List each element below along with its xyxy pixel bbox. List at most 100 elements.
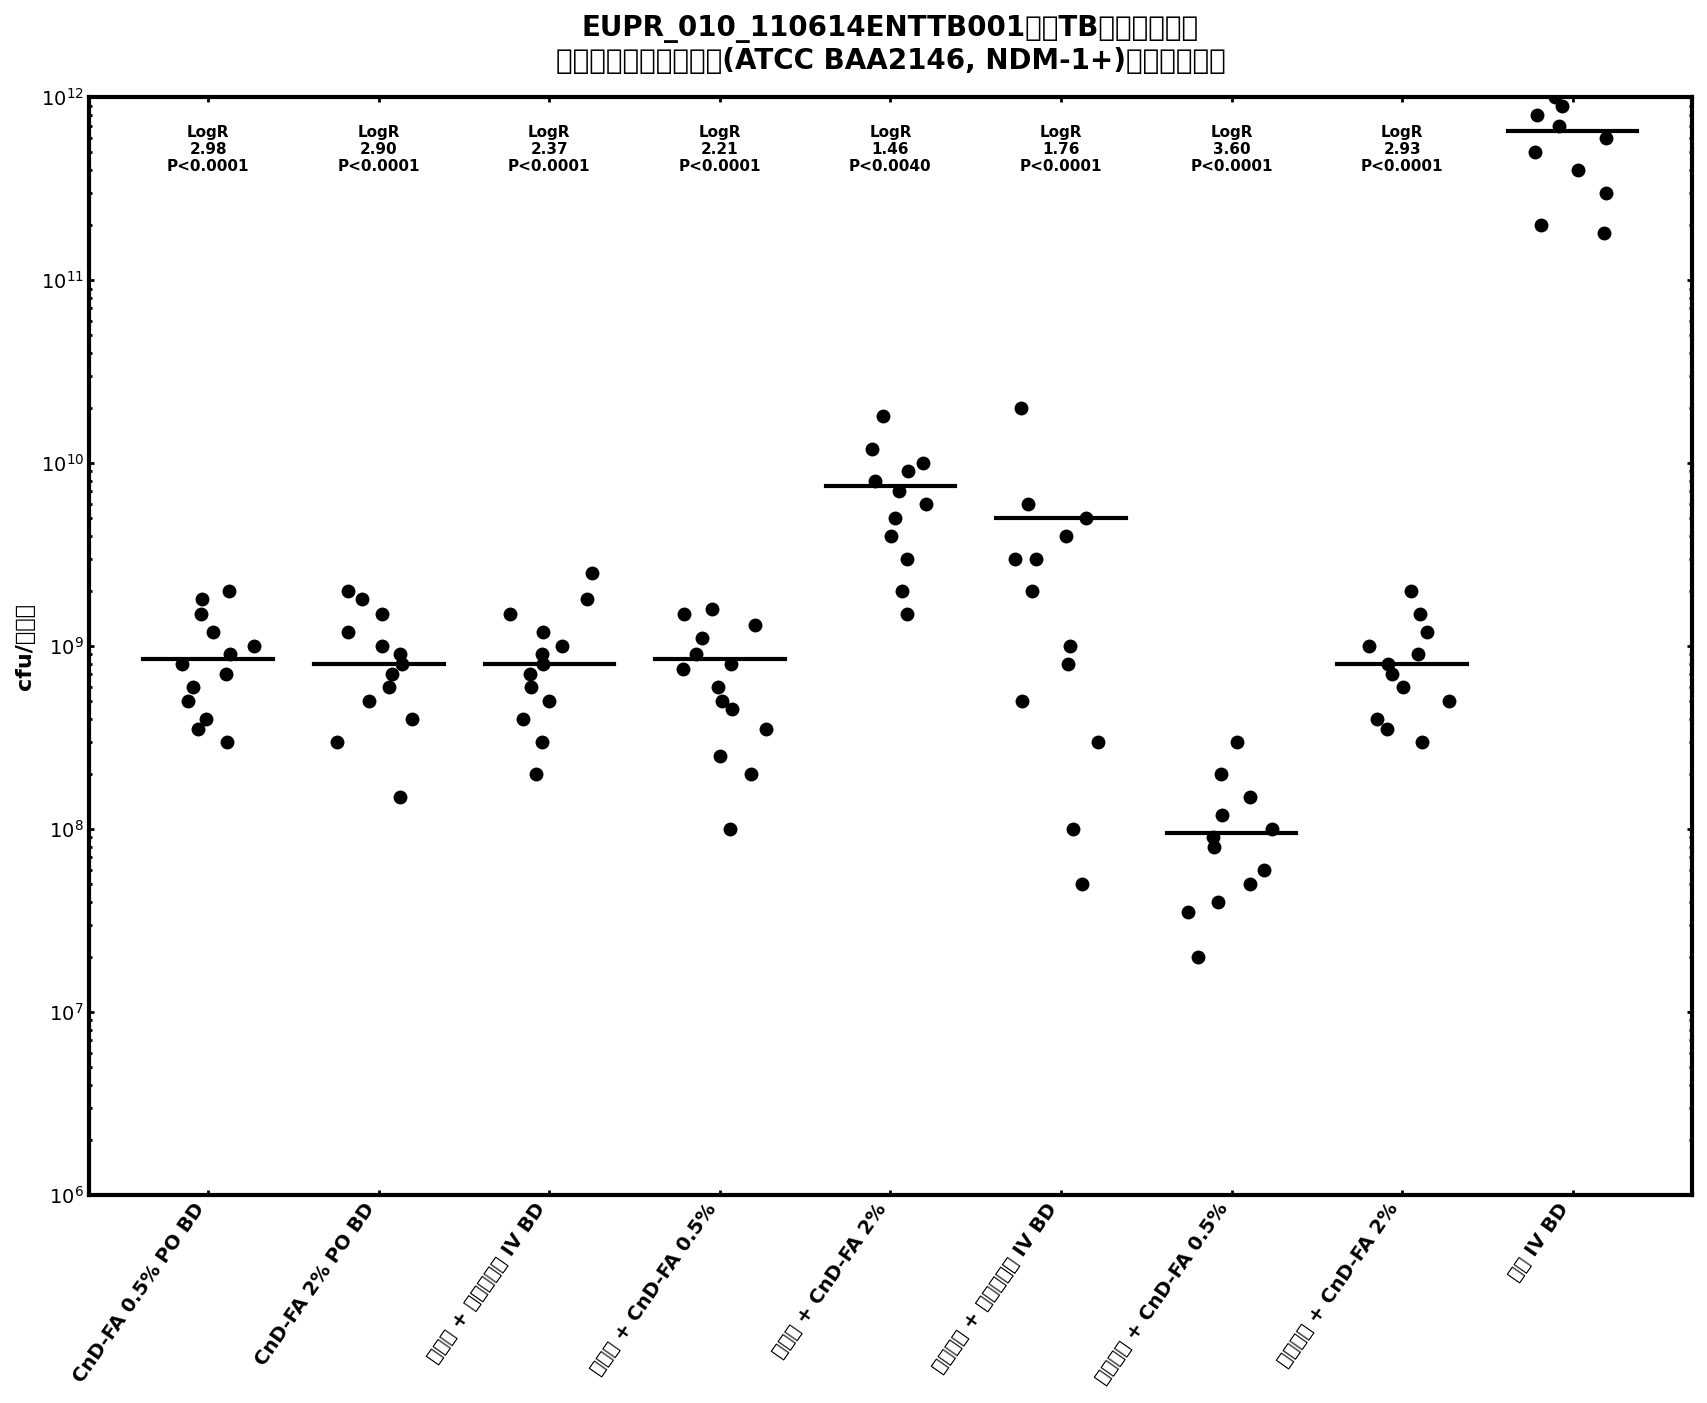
Point	[1521, 142, 1548, 164]
Point	[1545, 114, 1572, 136]
Point	[1014, 492, 1041, 515]
Point	[707, 745, 734, 767]
Point	[386, 643, 413, 665]
Point	[1379, 664, 1407, 686]
Point	[1374, 718, 1401, 741]
Point	[1007, 397, 1034, 419]
Point	[1405, 643, 1432, 665]
Point	[369, 634, 396, 657]
Point	[1364, 707, 1391, 730]
Point	[910, 452, 937, 474]
Point	[1574, 53, 1601, 76]
Point	[1528, 213, 1555, 236]
Point	[377, 664, 405, 686]
Point	[529, 643, 556, 665]
Point	[212, 664, 239, 686]
Point	[1541, 86, 1569, 108]
Point	[859, 438, 886, 460]
Point	[1200, 826, 1227, 849]
Point	[741, 615, 768, 637]
Point	[719, 699, 746, 721]
Point	[894, 460, 922, 483]
Point	[335, 579, 362, 602]
Point	[510, 707, 538, 730]
Text: LogR
2.21
P<0.0001: LogR 2.21 P<0.0001	[679, 125, 761, 174]
Point	[369, 603, 396, 626]
Point	[497, 603, 524, 626]
Point	[241, 634, 268, 657]
Point	[1593, 126, 1620, 149]
Point	[862, 470, 889, 492]
Point	[1022, 547, 1050, 570]
Point	[1436, 690, 1463, 713]
Point	[517, 675, 545, 697]
Point	[737, 763, 765, 786]
Point	[355, 690, 382, 713]
Point	[1236, 873, 1263, 895]
Point	[1398, 579, 1425, 602]
Point	[1000, 547, 1028, 570]
Text: LogR
2.98
P<0.0001: LogR 2.98 P<0.0001	[167, 125, 249, 174]
Point	[534, 690, 562, 713]
Point	[548, 634, 575, 657]
Point	[1591, 222, 1618, 244]
Point	[1258, 818, 1285, 840]
Text: LogR
3.60
P<0.0001: LogR 3.60 P<0.0001	[1190, 125, 1273, 174]
Point	[215, 579, 242, 602]
Point	[690, 627, 717, 650]
Point	[348, 588, 376, 610]
Point	[1009, 690, 1036, 713]
Point	[1564, 159, 1591, 181]
Point	[753, 718, 780, 741]
Point	[174, 690, 201, 713]
Point	[1408, 731, 1436, 753]
Text: LogR
1.76
P<0.0001: LogR 1.76 P<0.0001	[1019, 125, 1103, 174]
Y-axis label: cfu/器组织: cfu/器组织	[15, 602, 36, 689]
Point	[1185, 946, 1212, 968]
Point	[217, 643, 244, 665]
Point	[1222, 731, 1250, 753]
Point	[335, 620, 362, 643]
Text: LogR
2.93
P<0.0001: LogR 2.93 P<0.0001	[1360, 125, 1444, 174]
Point	[189, 588, 217, 610]
Point	[705, 675, 732, 697]
Point	[1060, 818, 1087, 840]
Point	[1053, 525, 1081, 547]
Point	[376, 675, 403, 697]
Point	[1203, 891, 1231, 913]
Point	[683, 643, 710, 665]
Point	[200, 620, 227, 643]
Point	[516, 664, 543, 686]
Point	[889, 579, 917, 602]
Point	[529, 620, 556, 643]
Point	[884, 480, 912, 502]
Point	[1209, 804, 1236, 826]
Point	[1251, 859, 1279, 881]
Point	[522, 763, 550, 786]
Point	[913, 492, 941, 515]
Point	[1524, 104, 1552, 126]
Point	[1413, 620, 1441, 643]
Point	[188, 603, 215, 626]
Point	[1374, 652, 1401, 675]
Text: LogR
2.37
P<0.0001: LogR 2.37 P<0.0001	[509, 125, 591, 174]
Point	[179, 675, 207, 697]
Point	[213, 731, 241, 753]
Point	[1200, 836, 1227, 859]
Point	[1055, 652, 1082, 675]
Point	[708, 690, 736, 713]
Point	[579, 563, 606, 585]
Point	[717, 652, 744, 675]
Point	[1057, 634, 1084, 657]
Point	[698, 598, 725, 620]
Point	[669, 658, 696, 680]
Point	[1207, 763, 1234, 786]
Point	[1174, 901, 1202, 923]
Point	[881, 506, 908, 529]
Point	[1017, 579, 1045, 602]
Point	[869, 405, 896, 428]
Point	[1355, 634, 1383, 657]
Point	[877, 525, 905, 547]
Point	[1084, 731, 1111, 753]
Point	[715, 818, 743, 840]
